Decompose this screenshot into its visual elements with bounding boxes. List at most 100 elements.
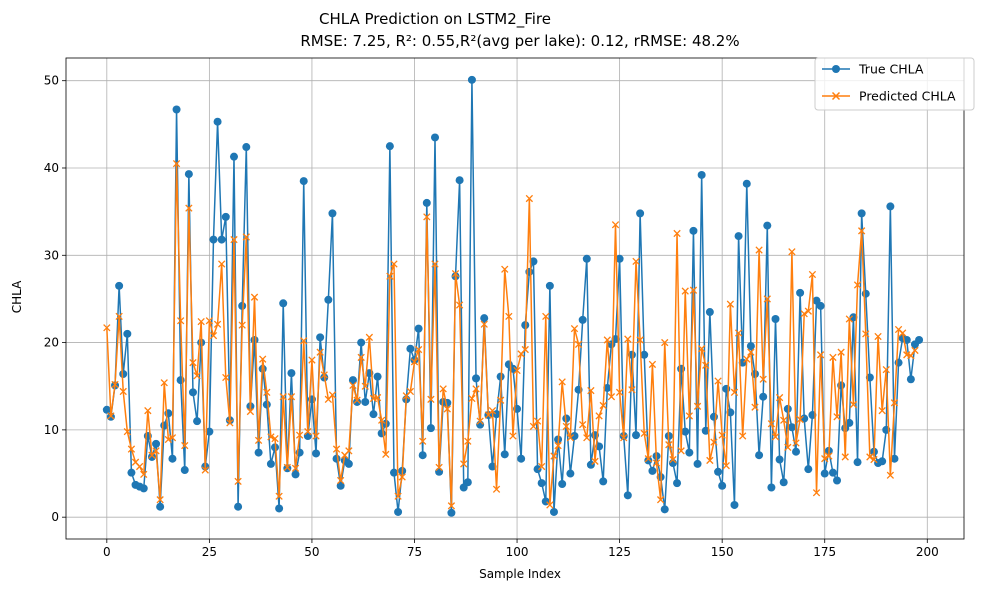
true-chla-point xyxy=(632,431,641,440)
predicted-chla-point xyxy=(394,492,402,500)
true-chla-point xyxy=(303,431,312,440)
true-chla-point xyxy=(414,324,423,333)
predicted-chla-point xyxy=(271,434,279,443)
true-chla-point xyxy=(779,478,788,487)
predicted-chla-point xyxy=(628,386,636,394)
predicted-chla-point xyxy=(714,377,722,385)
true-chla-point xyxy=(549,507,558,516)
true-chla-point xyxy=(213,117,222,126)
true-chla-point xyxy=(849,313,858,322)
true-chla-point xyxy=(915,335,924,344)
true-chla-point xyxy=(139,484,148,493)
true-chla-point xyxy=(422,198,431,207)
true-chla-point xyxy=(775,455,784,464)
predicted-chla-point xyxy=(689,286,698,294)
predicted-chla-point xyxy=(308,356,316,364)
predicted-chla-point xyxy=(558,378,566,386)
predicted-chla-point xyxy=(792,439,800,447)
true-chla-point xyxy=(455,176,464,185)
predicted-chla-point xyxy=(168,434,177,442)
true-chla-point xyxy=(389,468,398,477)
true-chla-point xyxy=(796,288,805,297)
predicted-chla-point xyxy=(476,417,484,425)
predicted-chla-point xyxy=(780,416,788,424)
true-chla-point xyxy=(640,350,649,359)
predicted-chla-point xyxy=(734,329,743,337)
predicted-chla-point xyxy=(431,260,439,268)
predicted-chla-point xyxy=(259,355,267,363)
predicted-chla-point xyxy=(521,345,529,354)
true-chla-point xyxy=(681,427,690,436)
predicted-chla-point xyxy=(447,502,456,510)
predicted-chla-point xyxy=(410,358,419,366)
predicted-chla-point xyxy=(841,453,849,461)
predicted-chla-point xyxy=(652,459,661,467)
predicted-chla-point xyxy=(197,317,205,326)
predicted-chla-point xyxy=(693,402,702,410)
true-chla-point xyxy=(730,500,739,509)
true-chla-point xyxy=(332,454,341,463)
y-tick-label: 50 xyxy=(44,74,59,88)
predicted-chla-point xyxy=(390,260,398,268)
predicted-chla-point xyxy=(911,346,919,355)
true-chla-point xyxy=(463,478,472,487)
y-tick-label: 10 xyxy=(44,423,59,437)
true-chla-point xyxy=(373,372,382,381)
legend-marker-predicted xyxy=(831,91,841,101)
legend-label-predicted: Predicted CHLA xyxy=(859,89,956,104)
x-tick-label: 175 xyxy=(813,545,836,559)
true-chla-point xyxy=(316,333,325,342)
predicted-chla-point xyxy=(546,501,554,509)
true-chla-point xyxy=(250,335,259,344)
true-chla-point xyxy=(820,469,829,478)
predicted-chla-point xyxy=(316,348,324,356)
predicted-chla-point xyxy=(152,447,160,455)
predicted-chla-point xyxy=(566,434,575,442)
true-chla-point xyxy=(529,257,538,266)
predicted-chla-point xyxy=(238,321,246,329)
x-axis-label: Sample Index xyxy=(479,567,561,581)
predicted-chla-point xyxy=(763,295,771,303)
predicted-chla-point xyxy=(554,441,562,450)
predicted-chla-point xyxy=(574,340,583,348)
true-chla-point xyxy=(816,301,825,310)
true-chla-point xyxy=(209,235,218,244)
true-chla-point xyxy=(418,451,427,460)
predicted-chla-point xyxy=(759,375,767,383)
true-chla-point xyxy=(357,338,366,347)
true-chla-point xyxy=(123,329,132,338)
predicted-chla-point xyxy=(172,159,181,168)
true-chla-point xyxy=(184,170,193,179)
predicted-chla-point xyxy=(808,270,817,279)
predicted-chla-point xyxy=(279,393,287,401)
predicted-chla-point xyxy=(115,312,123,321)
true-chla-point xyxy=(558,480,567,489)
true-chla-point xyxy=(348,376,357,385)
true-chla-point xyxy=(833,476,842,485)
tick-marks: 0 25 50 75 100 125 150 175 200 0 10 20 30 40 50 xyxy=(44,74,939,559)
predicted-chla-point xyxy=(767,420,776,428)
true-chla-point xyxy=(722,384,731,393)
true-chla-point xyxy=(119,370,128,379)
predicted-chla-point xyxy=(833,413,841,421)
predicted-chla-point xyxy=(181,441,189,450)
true-chla-point xyxy=(697,170,706,179)
predicted-chla-point xyxy=(332,445,341,453)
predicted-chla-point xyxy=(874,332,882,341)
predicted-chla-point xyxy=(160,379,168,387)
true-chla-point xyxy=(828,468,837,477)
predicted-chla-point xyxy=(722,462,730,470)
true-chla-point xyxy=(517,454,526,463)
true-chla-point xyxy=(599,477,608,486)
predicted-chla-point xyxy=(607,393,616,401)
true-chla-point xyxy=(180,466,189,475)
predicted-chla-point xyxy=(591,457,599,465)
predicted-chla-point xyxy=(443,405,451,413)
predicted-chla-point xyxy=(312,432,320,440)
true-chla-point xyxy=(615,254,624,263)
true-chla-point xyxy=(193,417,202,426)
predicted-chla-point xyxy=(320,371,328,379)
predicted-chla-point xyxy=(464,437,472,445)
x-tick-label: 200 xyxy=(916,545,939,559)
true-chla-point xyxy=(533,465,542,474)
